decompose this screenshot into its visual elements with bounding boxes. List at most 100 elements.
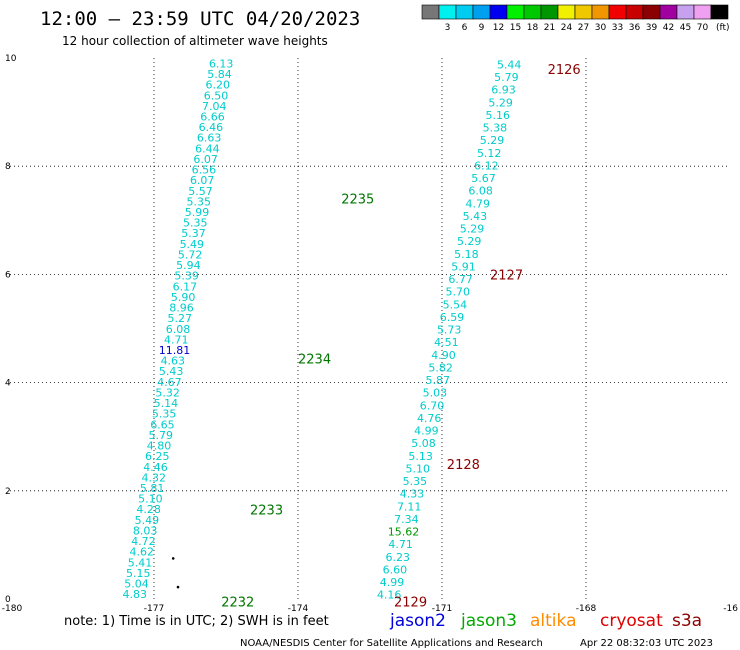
swh-data-label: 6.08 (166, 323, 191, 336)
legend-swatch (540, 4, 559, 20)
swh-data-label: 6.65 (150, 418, 175, 431)
legend-bin-label: 9 (479, 23, 485, 33)
y-tick-label: 6 (5, 270, 11, 280)
swh-data-label: 6.66 (200, 110, 225, 123)
swh-data-label: 6.56 (192, 164, 217, 177)
legend-swatch (676, 4, 695, 20)
x-tick-label: -174 (288, 604, 309, 614)
swh-data-label: 5.44 (497, 58, 522, 71)
swh-data-label: 5.67 (471, 172, 496, 185)
swh-data-label: 5.16 (486, 109, 511, 122)
swh-data-label: 6.44 (195, 142, 220, 155)
data-points: 6.135.846.206.507.046.666.466.636.446.07… (123, 57, 522, 601)
swh-data-label: 8.03 (133, 524, 158, 537)
swh-data-label: 4.79 (466, 197, 491, 210)
swh-data-label: 4.32 (142, 471, 167, 484)
swh-data-label: 6.46 (199, 121, 224, 134)
y-tick-label: 2 (5, 487, 11, 497)
legend-swatch (710, 4, 729, 20)
swh-data-label: 5.35 (186, 195, 211, 208)
legend-bin-label: 18 (527, 23, 539, 33)
swh-data-label: 4.83 (123, 588, 148, 601)
legend-swatch (591, 4, 610, 20)
legend-bin-label: 21 (544, 23, 555, 33)
swh-data-label: 4.71 (388, 538, 413, 551)
swh-data-label: 4.80 (147, 440, 172, 453)
credit-text: NOAA/NESDIS Center for Satellite Applica… (240, 638, 543, 649)
swh-data-label: 5.10 (406, 462, 431, 475)
swh-data-label: 11.81 (159, 344, 191, 357)
legend-swatch (642, 4, 661, 20)
swh-data-label: 4.63 (161, 355, 186, 368)
legend-swatch (693, 4, 712, 20)
swh-data-label: 6.25 (145, 450, 170, 463)
legend-bin-label: 39 (646, 23, 658, 33)
swh-data-label: 5.35 (183, 217, 208, 230)
swh-data-label: 5.37 (181, 227, 206, 240)
track-label: 2233 (250, 504, 283, 519)
legend-swatch (625, 4, 644, 20)
swh-data-label: 5.35 (403, 475, 428, 488)
swh-data-label: 6.07 (193, 153, 218, 166)
swh-data-label: 5.27 (167, 312, 192, 325)
swh-data-label: 5.49 (135, 514, 160, 527)
legend-unit-label: (ft) (716, 23, 730, 33)
swh-data-label: 4.72 (131, 535, 156, 548)
swh-data-label: 5.94 (176, 259, 201, 272)
swh-data-label: 7.34 (394, 513, 419, 526)
swh-data-label: 4.99 (414, 425, 439, 438)
satellite-name: cryosat (600, 611, 663, 631)
chart-title: 12:00 – 23:59 UTC 04/20/2023 (40, 8, 360, 30)
swh-data-label: 5.81 (140, 482, 165, 495)
swh-data-label: 5.18 (454, 248, 479, 261)
swh-data-label: 5.12 (477, 147, 502, 160)
plot-grid (10, 58, 730, 599)
swh-data-label: 4.76 (417, 412, 442, 425)
swh-data-label: 5.90 (171, 291, 196, 304)
x-tick-label: -180 (2, 604, 23, 614)
swh-data-label: 4.33 (400, 488, 425, 501)
swh-data-label: 5.13 (408, 450, 433, 463)
legend-bin-label: 24 (561, 23, 573, 33)
legend-bin-label: 45 (680, 23, 691, 33)
legend-bin-label: 6 (462, 23, 468, 33)
swh-data-label: 4.90 (431, 349, 456, 362)
x-tick-label: -16 (723, 604, 738, 614)
x-tick-label: -177 (144, 604, 164, 614)
swh-data-label: 6.17 (173, 280, 198, 293)
swh-data-label: 4.62 (129, 546, 154, 559)
swh-data-label: 5.84 (207, 68, 232, 81)
swh-data-label: 5.82 (428, 361, 453, 374)
data-marker (171, 557, 175, 560)
y-tick-label: 4 (5, 379, 11, 389)
track-label: 2232 (221, 596, 254, 611)
track-labels: 2126 2127 2128 2129 2235 2234 2233 2232 (221, 63, 580, 611)
swh-data-label: 5.43 (159, 365, 184, 378)
y-tick-label: 8 (5, 162, 11, 172)
y-tick-label: 0 (5, 595, 11, 605)
swh-data-label: 5.99 (185, 206, 210, 219)
swh-data-label: 5.29 (460, 223, 485, 236)
timestamp-text: Apr 22 08:32:03 UTC 2023 (580, 638, 713, 649)
legend-bin-label: 12 (493, 23, 504, 33)
swh-data-label: 5.38 (483, 122, 508, 135)
satellite-name: jason3 (460, 611, 517, 631)
swh-data-label: 5.04 (124, 578, 149, 591)
swh-data-label: 5.08 (411, 437, 436, 450)
swh-data-label: 4.99 (380, 576, 405, 589)
swh-data-label: 6.77 (448, 273, 473, 286)
swh-data-label: 15.62 (388, 526, 420, 539)
swh-data-label: 6.70 (420, 399, 445, 412)
track-label: 2128 (447, 458, 480, 473)
swh-data-label: 5.10 (138, 493, 163, 506)
swh-data-label: 5.91 (451, 260, 476, 273)
satellite-legend: jason2 jason3 altika cryosat s3a (389, 611, 702, 631)
legend-bin-label: 3 (445, 23, 451, 33)
legend-swatch (523, 4, 542, 20)
axis-ticks: -180 -177 -174 -171 -168 -16 0 2 4 6 8 10 (2, 54, 738, 614)
swh-data-label: 6.59 (440, 311, 465, 324)
swh-data-label: 5.14 (154, 397, 179, 410)
legend-swatch (557, 4, 576, 20)
swh-data-label: 4.67 (157, 376, 182, 389)
